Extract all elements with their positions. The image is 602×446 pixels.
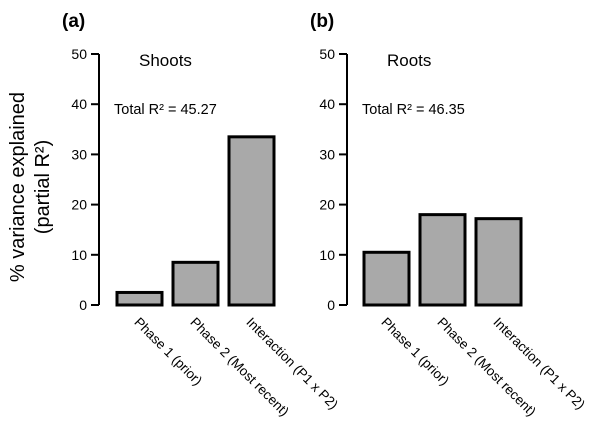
panels: 0 10 20 30 40 50 (a) Shoots Total R² = 45.27 Phas… (62, 11, 588, 419)
y-axis-label-line1: % variance explained (7, 92, 29, 282)
category-label: Phase 2 (Most recent) (187, 315, 292, 420)
y-tick-label: 10 (319, 247, 335, 263)
y-tick-label: 30 (319, 146, 335, 162)
panel-title: Shoots (139, 51, 192, 70)
y-tick-label: 20 (71, 197, 87, 213)
panel-1: 0 10 20 30 40 50 (b) Roots Total R² = 46.35 Phase… (310, 11, 588, 419)
panel-label: (b) (310, 11, 334, 32)
panel-title: Roots (387, 51, 431, 70)
y-tick-label: 50 (71, 46, 87, 62)
panel-label: (a) (62, 11, 85, 32)
panel-0: 0 10 20 30 40 50 (a) Shoots Total R² = 45.27 Phas… (62, 11, 341, 419)
y-tick-label: 40 (71, 96, 87, 112)
y-tick-label: 20 (319, 197, 335, 213)
category-label: Interaction (P1 x P2) (490, 315, 588, 413)
y-tick-label: 10 (71, 247, 87, 263)
total-r2-annotation: Total R² = 45.27 (114, 102, 217, 118)
bar (227, 135, 276, 307)
y-tick-label: 0 (79, 297, 87, 313)
bar (362, 250, 411, 307)
category-label: Phase 2 (Most recent) (434, 315, 539, 420)
bar (474, 217, 523, 307)
y-axis-label-line2: (partial R²) (32, 140, 54, 234)
bar (115, 290, 164, 307)
y-tick-label: 30 (71, 146, 87, 162)
y-tick-label: 50 (319, 46, 335, 62)
total-r2-annotation: Total R² = 46.35 (362, 102, 465, 118)
y-tick-label: 40 (319, 96, 335, 112)
category-label: Interaction (P1 x P2) (243, 315, 341, 413)
y-tick-label: 0 (327, 297, 335, 313)
bar (171, 260, 220, 307)
bar (418, 213, 467, 307)
